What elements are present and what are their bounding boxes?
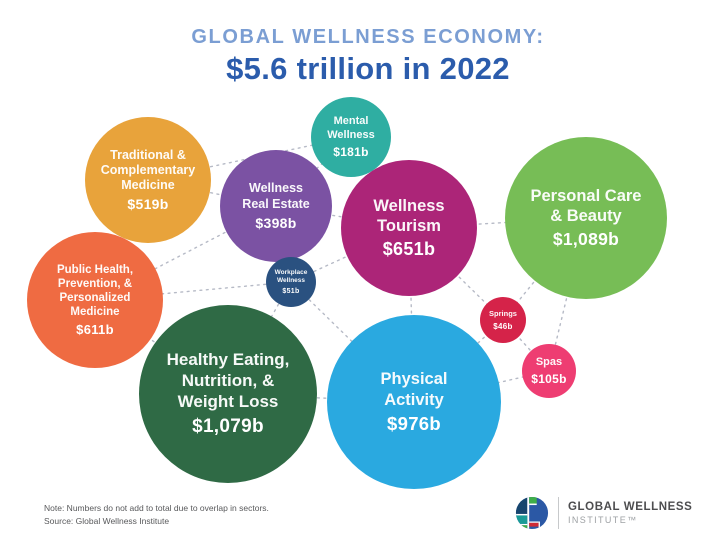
logo-text-line1: GLOBAL WELLNESS bbox=[568, 501, 693, 513]
title-eyebrow: GLOBAL WELLNESS ECONOMY: bbox=[191, 26, 545, 48]
page-title: GLOBAL WELLNESS ECONOMY: $5.6 trillion i… bbox=[8, 26, 720, 87]
bubble-healthy-eating-nutrition: Healthy Eating, Nutrition, & Weight Loss… bbox=[139, 305, 317, 483]
bubble-value: $651b bbox=[382, 239, 436, 260]
bubble-label: Mental Wellness bbox=[327, 115, 375, 141]
bubble-value: $519b bbox=[127, 196, 169, 213]
bubble-wellness-real-estate: Wellness Real Estate $398b bbox=[220, 150, 332, 262]
bubble-wellness-tourism: Wellness Tourism $651b bbox=[341, 160, 477, 296]
bubble-value: $105b bbox=[531, 372, 567, 387]
bubble-label: Personal Care & Beauty bbox=[530, 186, 642, 225]
bubble-value: $1,089b bbox=[552, 229, 620, 250]
bubble-label: Spas bbox=[535, 355, 563, 368]
bubble-value: $181b bbox=[333, 144, 369, 159]
bubble-value: $1,079b bbox=[192, 415, 264, 437]
bubble-label: Workplace Wellness bbox=[274, 269, 308, 284]
bubble-label: Public Health, Prevention, & Personalize… bbox=[56, 263, 134, 319]
bubble-public-health-prevention: Public Health, Prevention, & Personalize… bbox=[27, 232, 163, 368]
title-headline: $5.6 trillion in 2022 bbox=[226, 51, 510, 86]
footnote-note: Note: Numbers do not add to total due to… bbox=[44, 503, 269, 513]
globe-logo-icon bbox=[515, 496, 549, 530]
bubble-springs: Springs $46b bbox=[480, 297, 526, 343]
bubble-value: $976b bbox=[387, 412, 441, 434]
footnote-source: Source: Global Wellness Institute bbox=[44, 515, 170, 526]
bubble-value: $398b bbox=[255, 214, 297, 231]
logo-divider bbox=[558, 497, 559, 529]
bubble-label: Physical Activity bbox=[380, 370, 448, 409]
bubble-workplace-wellness: Workplace Wellness $51b bbox=[266, 257, 316, 307]
bubble-personal-care-beauty: Personal Care & Beauty $1,089b bbox=[505, 137, 667, 299]
bubble-traditional-complementary-medicine: Traditional & Complementary Medicine $51… bbox=[85, 117, 211, 243]
bubble-label: Springs bbox=[489, 309, 517, 319]
bubble-value: $51b bbox=[282, 287, 300, 295]
bubble-value: $46b bbox=[493, 321, 513, 331]
footnote: Note: Numbers do not add to total due to… bbox=[44, 502, 269, 527]
bubble-physical-activity: Physical Activity $976b bbox=[327, 315, 501, 489]
bubble-label: Wellness Real Estate bbox=[242, 181, 310, 211]
bubble-value: $611b bbox=[76, 322, 114, 338]
bubble-label: Traditional & Complementary Medicine bbox=[100, 147, 196, 193]
global-wellness-institute-logo: GLOBAL WELLNESS INSTITUTE™ bbox=[515, 496, 692, 530]
logo-text-line2: INSTITUTE™ bbox=[568, 515, 638, 525]
bubble-label: Healthy Eating, Nutrition, & Weight Loss bbox=[166, 350, 290, 411]
bubble-mental-wellness: Mental Wellness $181b bbox=[311, 97, 391, 177]
bubble-spas: Spas $105b bbox=[522, 344, 576, 398]
bubble-label: Wellness Tourism bbox=[373, 196, 445, 235]
